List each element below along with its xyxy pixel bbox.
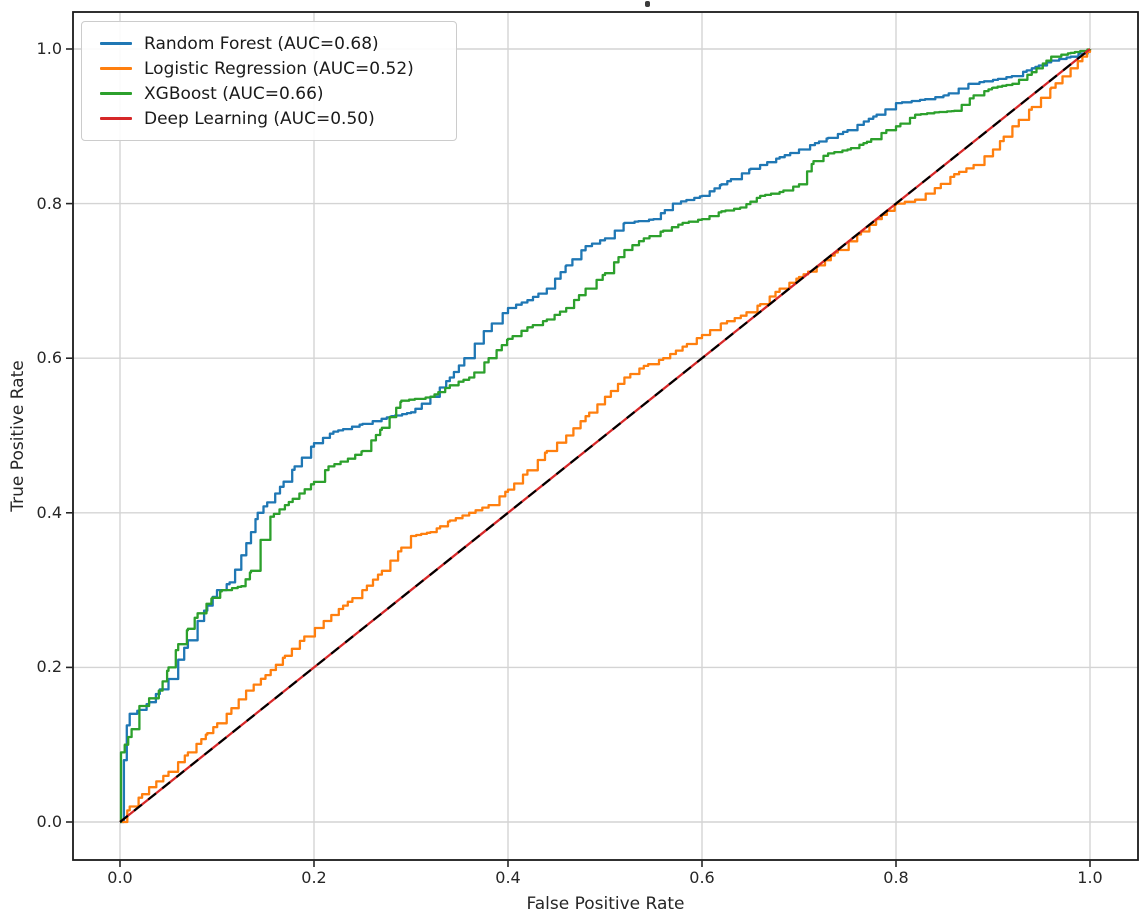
legend-label-random-forest: Random Forest (AUC=0.68) <box>144 33 379 54</box>
roc-curve-random-forest <box>120 48 1092 824</box>
chance-diagonal <box>119 48 1091 823</box>
axes-frame <box>72 11 1139 861</box>
legend-swatch-deep-learning <box>100 117 132 120</box>
ytick-3: 0.6 <box>36 348 62 367</box>
legend-item-deep-learning: Deep Learning (AUC=0.50) <box>92 106 444 131</box>
legend-swatch-xgboost <box>100 92 132 95</box>
roc-curve-logistic-regression <box>120 49 1092 824</box>
ytick-4: 0.8 <box>36 194 62 213</box>
legend: Random Forest (AUC=0.68) Logistic Regres… <box>81 21 457 141</box>
xtick-2: 0.4 <box>495 868 521 887</box>
ytick-2: 0.4 <box>36 503 62 522</box>
legend-label-deep-learning: Deep Learning (AUC=0.50) <box>144 108 375 129</box>
roc-curve-xgboost <box>119 48 1092 824</box>
legend-item-logistic-regression: Logistic Regression (AUC=0.52) <box>92 56 444 81</box>
legend-swatch-logistic-regression <box>100 67 132 70</box>
xtick-1: 0.2 <box>301 868 327 887</box>
legend-label-xgboost: XGBoost (AUC=0.66) <box>144 83 324 104</box>
ytick-0: 0.0 <box>36 812 62 831</box>
legend-item-random-forest: Random Forest (AUC=0.68) <box>92 31 444 56</box>
xtick-3: 0.6 <box>689 868 715 887</box>
xtick-4: 0.8 <box>883 868 909 887</box>
legend-item-xgboost: XGBoost (AUC=0.66) <box>92 81 444 106</box>
ytick-1: 0.2 <box>36 657 62 676</box>
y-axis-label: True Positive Rate <box>8 360 28 512</box>
x-axis-label: False Positive Rate <box>526 894 685 914</box>
xtick-5: 1.0 <box>1077 868 1103 887</box>
legend-swatch-random-forest <box>100 42 132 45</box>
xtick-0: 0.0 <box>107 868 133 887</box>
cropped-title-remnant <box>645 1 650 7</box>
ytick-5: 1.0 <box>36 39 62 58</box>
legend-label-logistic-regression: Logistic Regression (AUC=0.52) <box>144 58 414 79</box>
